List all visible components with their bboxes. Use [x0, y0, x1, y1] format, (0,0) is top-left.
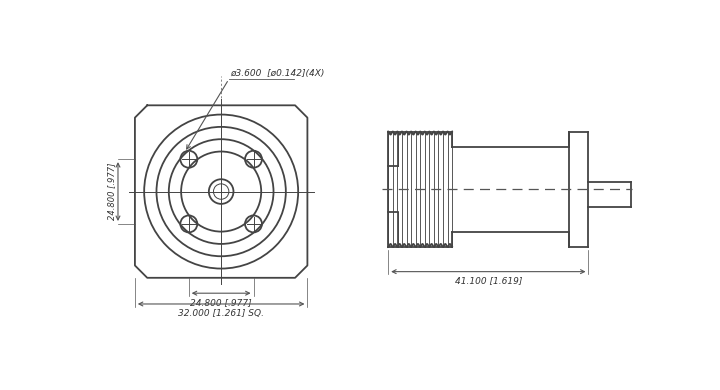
Text: 24.800 [.977]: 24.800 [.977] — [190, 298, 252, 307]
Text: 41.100 [1.619]: 41.100 [1.619] — [454, 276, 522, 285]
Text: 32.000 [1.261] SQ.: 32.000 [1.261] SQ. — [178, 308, 264, 317]
Text: 24.800 [.977]: 24.800 [.977] — [107, 163, 117, 220]
Text: ø3.600  [ø0.142](4X): ø3.600 [ø0.142](4X) — [230, 69, 324, 78]
